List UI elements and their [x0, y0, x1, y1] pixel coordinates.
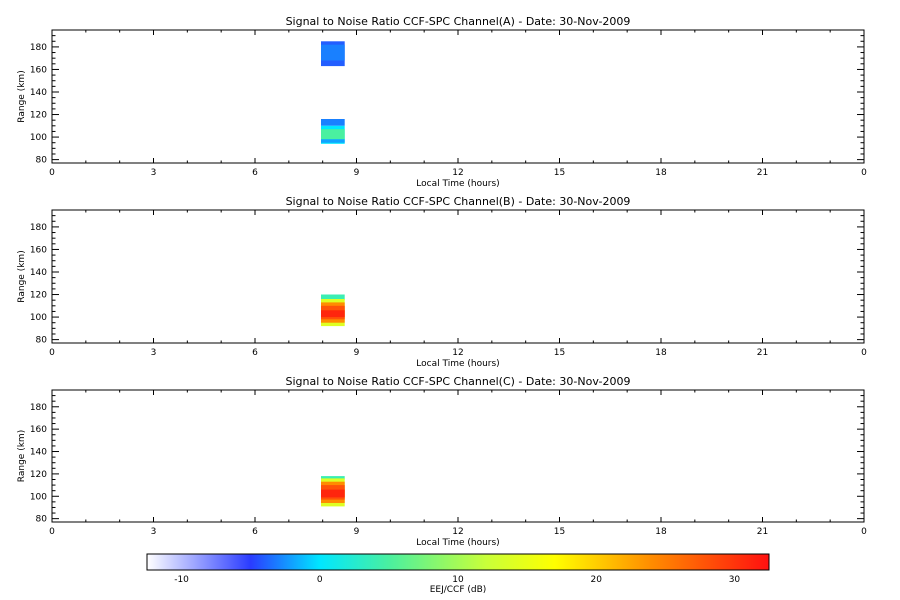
- colorbar: -10 0 10 20 30 EEJ/CCF (dB): [146, 553, 770, 595]
- y-tick-label: 180: [30, 43, 47, 53]
- snr-panel-c: Signal to Noise Ratio CCF-SPC Channel(C)…: [17, 375, 867, 548]
- y-tick-label: 80: [36, 336, 48, 346]
- y-tick-label: 80: [36, 156, 48, 166]
- x-tick-label: 0: [861, 168, 867, 178]
- colorbar-tick-label: 30: [729, 575, 741, 585]
- x-tick-label: 6: [252, 527, 258, 537]
- y-tick-label: 100: [30, 133, 47, 143]
- x-tick-label: 0: [49, 527, 55, 537]
- y-tick-label: 160: [30, 245, 47, 255]
- x-tick-label: 6: [252, 168, 258, 178]
- snr-cell: [321, 119, 345, 126]
- x-tick-label: 21: [757, 348, 768, 358]
- x-axis-label: Local Time (hours): [416, 538, 499, 548]
- x-tick-label: 9: [354, 168, 360, 178]
- colorbar-tick-label: 10: [452, 575, 464, 585]
- x-tick-label: 21: [757, 168, 768, 178]
- y-tick-label: 180: [30, 223, 47, 233]
- x-tick-label: 0: [49, 168, 55, 178]
- x-tick-label: 0: [861, 527, 867, 537]
- snr-cell: [321, 294, 345, 301]
- x-tick-label: 9: [354, 527, 360, 537]
- plot-frame: [51, 389, 865, 523]
- x-tick-label: 9: [354, 348, 360, 358]
- y-tick-label: 120: [30, 470, 47, 480]
- colorbar-label: EEJ/CCF (dB): [430, 585, 487, 595]
- y-tick-label: 160: [30, 425, 47, 435]
- snr-cell: [321, 476, 345, 480]
- snr-cell: [321, 489, 345, 498]
- y-tick-label: 100: [30, 492, 47, 502]
- y-axis-label: Range (km): [17, 70, 27, 122]
- snr-cell: [321, 44, 345, 61]
- x-tick-label: 6: [252, 348, 258, 358]
- y-axis-label: Range (km): [17, 250, 27, 302]
- x-tick-label: 18: [655, 348, 667, 358]
- snr-cell: [321, 139, 345, 143]
- x-tick-label: 0: [49, 348, 55, 358]
- x-tick-label: 18: [655, 527, 667, 537]
- x-tick-label: 15: [554, 527, 565, 537]
- x-axis-label: Local Time (hours): [416, 359, 499, 369]
- chart-title: Signal to Noise Ratio CCF-SPC Channel(B)…: [286, 195, 631, 208]
- y-axis-label: Range (km): [17, 430, 27, 482]
- snr-panel-a: Signal to Noise Ratio CCF-SPC Channel(A)…: [17, 15, 867, 189]
- y-tick-label: 160: [30, 65, 47, 75]
- y-tick-label: 100: [30, 313, 47, 323]
- y-tick-label: 180: [30, 403, 47, 413]
- snr-cell: [321, 310, 345, 318]
- y-tick-label: 140: [30, 88, 47, 98]
- x-tick-label: 21: [757, 527, 768, 537]
- colorbar-tick-label: 20: [590, 575, 602, 585]
- chart-title: Signal to Noise Ratio CCF-SPC Channel(A)…: [286, 15, 631, 28]
- y-tick-label: 120: [30, 291, 47, 301]
- x-tick-label: 3: [151, 168, 157, 178]
- colorbar-tick-label: 0: [317, 575, 323, 585]
- x-tick-label: 3: [151, 348, 157, 358]
- x-tick-label: 0: [861, 348, 867, 358]
- x-tick-label: 12: [452, 348, 463, 358]
- y-tick-label: 80: [36, 515, 48, 525]
- chart-title: Signal to Noise Ratio CCF-SPC Channel(C)…: [285, 375, 630, 388]
- y-tick-label: 140: [30, 268, 47, 278]
- x-tick-label: 15: [554, 348, 565, 358]
- y-tick-label: 140: [30, 448, 47, 458]
- x-axis-label: Local Time (hours): [416, 179, 499, 189]
- x-tick-label: 15: [554, 168, 565, 178]
- snr-cell: [321, 129, 345, 140]
- x-tick-label: 3: [151, 527, 157, 537]
- x-tick-label: 18: [655, 168, 667, 178]
- snr-panel-b: Signal to Noise Ratio CCF-SPC Channel(B)…: [17, 195, 867, 369]
- y-tick-label: 120: [30, 111, 47, 121]
- x-tick-label: 12: [452, 527, 463, 537]
- colorbar-tick-label: -10: [174, 575, 189, 585]
- plot-frame: [51, 209, 865, 344]
- plot-frame: [51, 29, 865, 164]
- colorbar-bar: [146, 553, 770, 571]
- x-tick-label: 12: [452, 168, 463, 178]
